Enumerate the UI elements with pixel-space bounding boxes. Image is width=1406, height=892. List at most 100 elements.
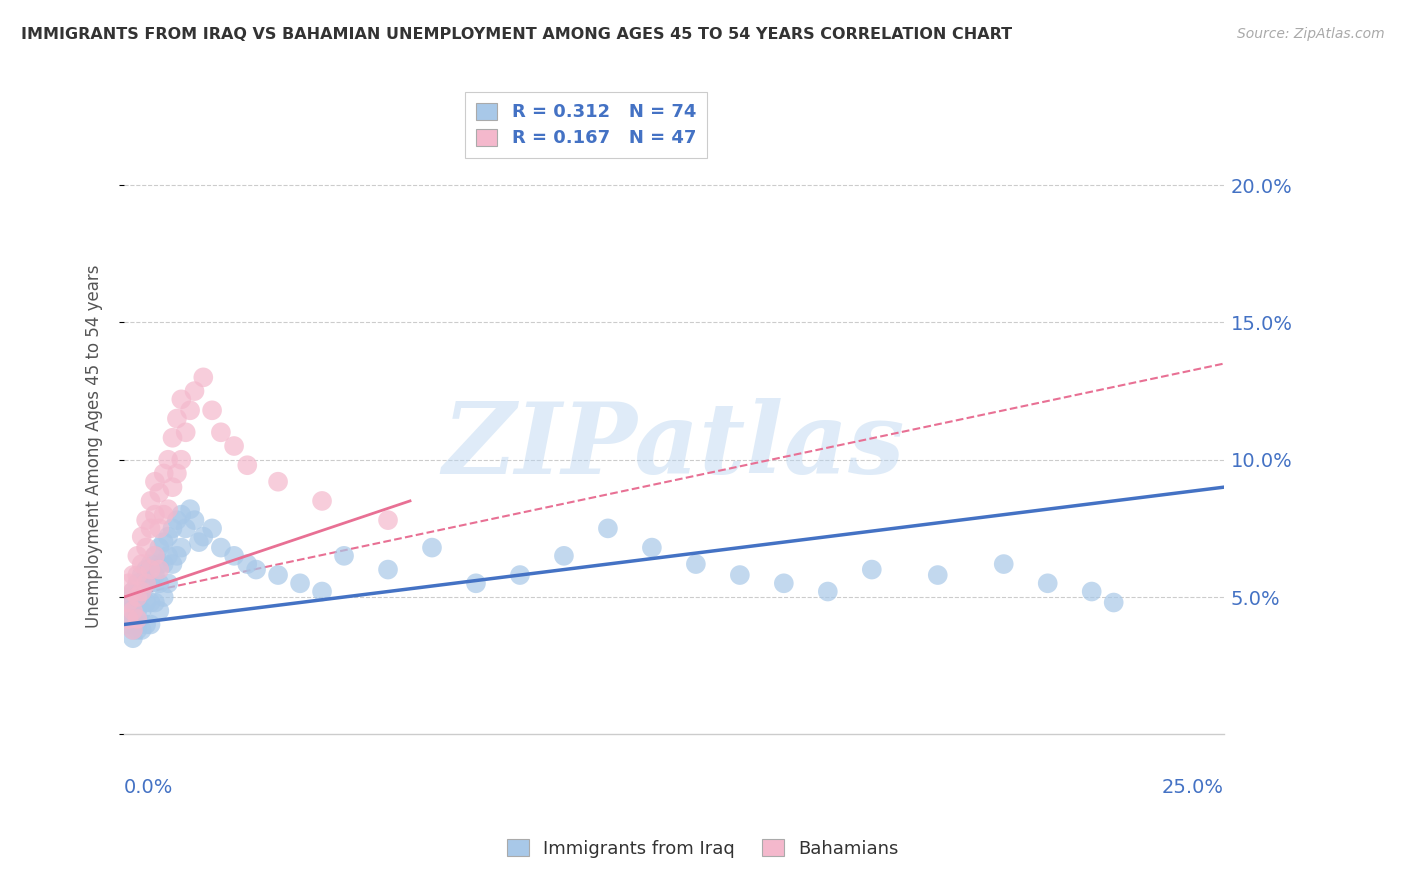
- Point: [509, 568, 531, 582]
- Point: [685, 557, 707, 571]
- Point: [170, 508, 193, 522]
- Point: [122, 604, 145, 618]
- Point: [143, 475, 166, 489]
- Point: [148, 485, 170, 500]
- Point: [127, 604, 149, 618]
- Point: [117, 617, 139, 632]
- Point: [166, 513, 188, 527]
- Point: [143, 568, 166, 582]
- Point: [143, 549, 166, 563]
- Point: [179, 403, 201, 417]
- Point: [122, 623, 145, 637]
- Point: [135, 576, 157, 591]
- Point: [152, 508, 174, 522]
- Point: [174, 425, 197, 440]
- Point: [148, 604, 170, 618]
- Point: [139, 595, 162, 609]
- Point: [152, 557, 174, 571]
- Point: [174, 521, 197, 535]
- Y-axis label: Unemployment Among Ages 45 to 54 years: Unemployment Among Ages 45 to 54 years: [86, 264, 103, 628]
- Point: [152, 467, 174, 481]
- Point: [1102, 595, 1125, 609]
- Point: [122, 584, 145, 599]
- Text: Source: ZipAtlas.com: Source: ZipAtlas.com: [1237, 27, 1385, 41]
- Text: ZIPatlas: ZIPatlas: [443, 398, 905, 494]
- Point: [135, 541, 157, 555]
- Point: [187, 535, 209, 549]
- Point: [135, 576, 157, 591]
- Legend: Immigrants from Iraq, Bahamians: Immigrants from Iraq, Bahamians: [501, 832, 905, 865]
- Point: [131, 584, 153, 599]
- Point: [152, 535, 174, 549]
- Point: [148, 557, 170, 571]
- Point: [117, 595, 139, 609]
- Point: [183, 513, 205, 527]
- Point: [122, 631, 145, 645]
- Point: [927, 568, 949, 582]
- Point: [236, 557, 259, 571]
- Point: [135, 563, 157, 577]
- Point: [117, 604, 139, 618]
- Point: [201, 521, 224, 535]
- Point: [193, 530, 215, 544]
- Point: [131, 604, 153, 618]
- Point: [127, 590, 149, 604]
- Point: [122, 612, 145, 626]
- Text: IMMIGRANTS FROM IRAQ VS BAHAMIAN UNEMPLOYMENT AMONG AGES 45 TO 54 YEARS CORRELAT: IMMIGRANTS FROM IRAQ VS BAHAMIAN UNEMPLO…: [21, 27, 1012, 42]
- Point: [817, 584, 839, 599]
- Point: [139, 494, 162, 508]
- Point: [311, 584, 333, 599]
- Point: [183, 384, 205, 398]
- Point: [127, 568, 149, 582]
- Point: [139, 617, 162, 632]
- Point: [377, 563, 399, 577]
- Point: [465, 576, 488, 591]
- Text: 0.0%: 0.0%: [124, 778, 173, 797]
- Point: [148, 563, 170, 577]
- Point: [209, 425, 232, 440]
- Point: [122, 568, 145, 582]
- Point: [148, 521, 170, 535]
- Point: [1036, 576, 1059, 591]
- Point: [148, 541, 170, 555]
- Point: [222, 549, 245, 563]
- Point: [772, 576, 794, 591]
- Point: [288, 576, 311, 591]
- Point: [377, 513, 399, 527]
- Point: [162, 431, 184, 445]
- Point: [135, 595, 157, 609]
- Point: [157, 452, 180, 467]
- Point: [157, 549, 180, 563]
- Point: [139, 521, 162, 535]
- Point: [131, 568, 153, 582]
- Point: [201, 403, 224, 417]
- Point: [131, 584, 153, 599]
- Point: [162, 521, 184, 535]
- Point: [166, 411, 188, 425]
- Point: [170, 452, 193, 467]
- Point: [157, 576, 180, 591]
- Point: [117, 612, 139, 626]
- Point: [245, 563, 267, 577]
- Point: [993, 557, 1015, 571]
- Point: [127, 576, 149, 591]
- Point: [162, 557, 184, 571]
- Point: [117, 576, 139, 591]
- Text: 25.0%: 25.0%: [1161, 778, 1223, 797]
- Point: [143, 595, 166, 609]
- Point: [157, 502, 180, 516]
- Point: [157, 530, 180, 544]
- Point: [596, 521, 619, 535]
- Point: [267, 568, 290, 582]
- Point: [267, 475, 290, 489]
- Legend: R = 0.312   N = 74, R = 0.167   N = 47: R = 0.312 N = 74, R = 0.167 N = 47: [465, 92, 707, 158]
- Point: [641, 541, 664, 555]
- Point: [152, 590, 174, 604]
- Point: [127, 549, 149, 563]
- Point: [1080, 584, 1102, 599]
- Point: [553, 549, 575, 563]
- Point: [179, 502, 201, 516]
- Point: [236, 458, 259, 473]
- Point: [162, 480, 184, 494]
- Point: [135, 513, 157, 527]
